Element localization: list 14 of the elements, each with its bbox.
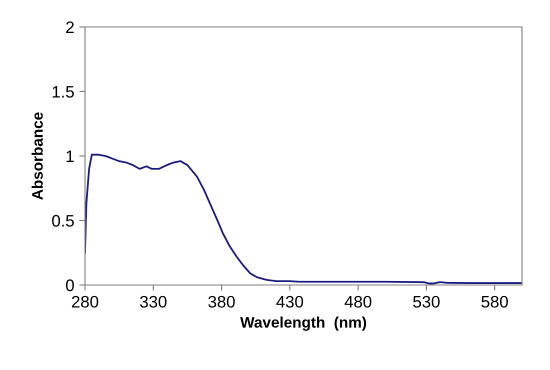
x-tick-label: 480	[344, 296, 372, 308]
x-tick-label: 280	[72, 296, 98, 308]
x-tick-label: 380	[208, 296, 235, 308]
y-tick-label: 0	[66, 279, 74, 292]
x-tick-label: 530	[413, 296, 440, 308]
x-tick-label: 430	[276, 296, 304, 308]
y-tick-label: 1.5	[52, 86, 74, 98]
y-tick-label: 2	[66, 21, 74, 34]
x-tick-label: 330	[140, 296, 167, 308]
y-axis-title: Absorbance	[32, 112, 43, 200]
x-axis-title: Wavelength (nm)	[240, 316, 366, 331]
y-tick-label: 1	[66, 150, 74, 162]
y-tick-label: 0.5	[52, 214, 74, 227]
x-tick-label: 580	[481, 296, 508, 308]
